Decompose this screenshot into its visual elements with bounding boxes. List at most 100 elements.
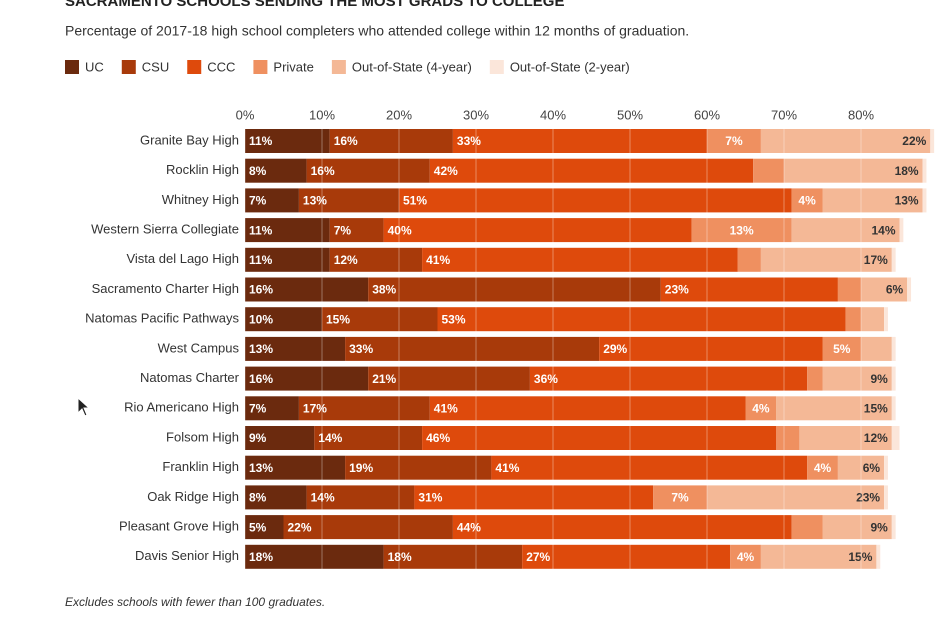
data-label: 11%	[249, 253, 273, 267]
data-label: 12%	[334, 253, 358, 267]
bar-segment	[452, 129, 707, 153]
data-label: 16%	[249, 283, 273, 297]
bar-segment	[368, 277, 661, 302]
bar-segment	[422, 247, 738, 272]
bar-segment	[922, 158, 927, 183]
legend-label: CCC	[207, 59, 235, 74]
bar-segment	[884, 485, 888, 510]
data-label: 14%	[871, 223, 895, 237]
data-label: 8%	[249, 164, 267, 178]
bar-segment	[791, 188, 823, 213]
data-label: 4%	[752, 401, 770, 415]
bar-segment	[807, 366, 823, 391]
data-label: 15%	[848, 550, 872, 564]
bar-segment	[298, 188, 399, 213]
bar-segment	[837, 455, 885, 480]
bar-segment	[760, 129, 931, 153]
data-label: 13%	[249, 342, 273, 356]
x-tick-label: 50%	[617, 107, 643, 122]
data-label: 7%	[725, 134, 743, 148]
data-label: 18%	[388, 550, 412, 564]
data-label: 33%	[457, 134, 481, 148]
bar-segment	[452, 515, 792, 540]
bar-segment	[429, 158, 754, 183]
y-tick-label: Natomas Pacific Pathways	[85, 311, 239, 326]
legend-swatch	[187, 60, 202, 74]
data-label: 18%	[895, 164, 919, 178]
bar-segment	[422, 426, 777, 450]
bar-segment	[306, 158, 430, 183]
bar-segment	[245, 277, 369, 302]
bar-segment	[884, 455, 888, 480]
bar-segment	[837, 277, 861, 302]
data-label: 10%	[249, 312, 273, 326]
data-label: 13%	[249, 461, 273, 475]
data-label: 7%	[671, 491, 689, 505]
data-label: 16%	[249, 372, 273, 386]
bar-segment	[245, 158, 307, 183]
bar-segment	[245, 426, 315, 450]
bar-segment	[283, 515, 453, 540]
data-label: 15%	[864, 401, 888, 415]
bar-segment	[776, 426, 800, 450]
bar-segment	[737, 247, 761, 272]
data-label: 40%	[388, 223, 412, 237]
bar-segment	[599, 336, 823, 361]
y-tick-label: Pleasant Grove High	[119, 519, 239, 534]
data-label: 14%	[311, 491, 335, 505]
bar-segment	[791, 218, 900, 243]
data-label: 13%	[303, 194, 327, 208]
bar-segment	[245, 515, 284, 540]
bar-segment	[245, 366, 369, 391]
data-label: 53%	[442, 312, 466, 326]
data-label: 9%	[870, 520, 888, 534]
bar-segment	[791, 515, 823, 540]
legend-swatch	[489, 60, 504, 74]
data-label: 41%	[495, 461, 519, 475]
y-tick-label: Granite Bay High	[140, 132, 239, 147]
bar-segment	[861, 336, 892, 361]
y-tick-label: Whitney High	[162, 192, 239, 207]
bar-segment	[760, 247, 892, 272]
data-label: 6%	[886, 283, 904, 297]
data-label: 31%	[418, 491, 442, 505]
bar-segment	[691, 218, 792, 243]
bar-segment	[922, 188, 927, 213]
bar-segment	[822, 366, 892, 391]
bar-segment	[784, 158, 923, 183]
bar-segment	[891, 515, 896, 540]
data-label: 44%	[457, 520, 481, 534]
data-label: 7%	[249, 401, 267, 415]
bar-segment	[245, 336, 346, 361]
y-tick-label: Folsom High	[166, 429, 239, 444]
bar-segment	[799, 426, 892, 450]
legend-swatch	[331, 60, 346, 74]
y-tick-label: West Campus	[158, 340, 240, 355]
bar-segment	[653, 485, 707, 510]
data-label: 9%	[870, 372, 888, 386]
bar-segment	[776, 396, 892, 421]
bar-segment	[345, 455, 492, 480]
bar-segment	[891, 247, 896, 272]
bar-segment	[822, 515, 892, 540]
bar-segment	[383, 544, 523, 569]
footnote: Excludes schools with fewer than 100 gra…	[65, 595, 325, 609]
data-label: 15%	[326, 312, 350, 326]
bar-segment	[306, 485, 415, 510]
bar-segment	[245, 544, 384, 569]
bar-segment	[861, 307, 885, 332]
data-label: 21%	[372, 372, 396, 386]
bar-segment	[329, 129, 453, 153]
data-label: 13%	[895, 194, 919, 208]
data-label: 51%	[403, 194, 427, 208]
bar-segment	[891, 396, 896, 421]
bar-segment	[845, 307, 861, 332]
data-label: 8%	[249, 491, 267, 505]
bar-segment	[245, 455, 346, 480]
bar-segment	[322, 307, 438, 332]
data-label: 4%	[798, 194, 816, 208]
data-label: 33%	[349, 342, 373, 356]
bar-segment	[884, 307, 888, 332]
bar-segment	[876, 544, 881, 569]
